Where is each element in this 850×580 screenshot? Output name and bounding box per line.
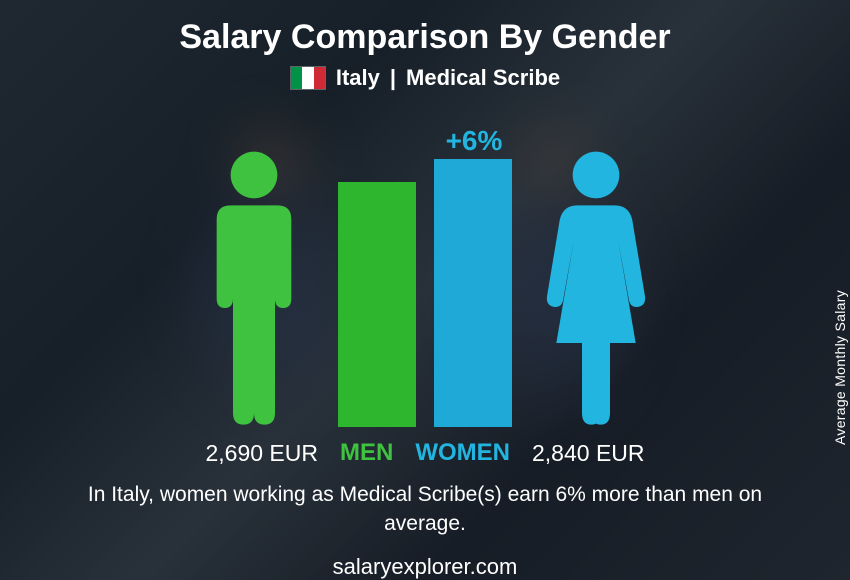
bars-container: +6% xyxy=(338,147,512,427)
job-title-text: Medical Scribe xyxy=(406,65,560,91)
men-label: MEN xyxy=(340,439,393,467)
men-salary: 2,690 EUR xyxy=(205,440,318,467)
summary-statement: In Italy, women working as Medical Scrib… xyxy=(75,481,775,538)
source-url: salaryexplorer.com xyxy=(333,554,518,580)
percentage-label: +6% xyxy=(414,125,534,157)
woman-icon xyxy=(536,147,656,427)
bar-chart: +6% xyxy=(105,99,745,427)
women-side xyxy=(526,147,666,427)
men-side xyxy=(184,147,324,427)
separator: | xyxy=(390,65,396,91)
man-icon xyxy=(194,147,314,427)
women-salary: 2,840 EUR xyxy=(532,440,645,467)
country-text: Italy xyxy=(336,65,380,91)
italy-flag-icon xyxy=(290,66,326,90)
infographic-content: Salary Comparison By Gender Italy | Medi… xyxy=(0,0,850,580)
women-bar xyxy=(434,159,512,427)
men-bar xyxy=(338,182,416,427)
main-title: Salary Comparison By Gender xyxy=(179,18,670,57)
subtitle-row: Italy | Medical Scribe xyxy=(290,65,560,91)
labels-row: 2,690 EUR MEN WOMEN 2,840 EUR xyxy=(205,439,644,467)
y-axis-label: Average Monthly Salary xyxy=(832,290,848,445)
women-label: WOMEN xyxy=(415,439,510,467)
